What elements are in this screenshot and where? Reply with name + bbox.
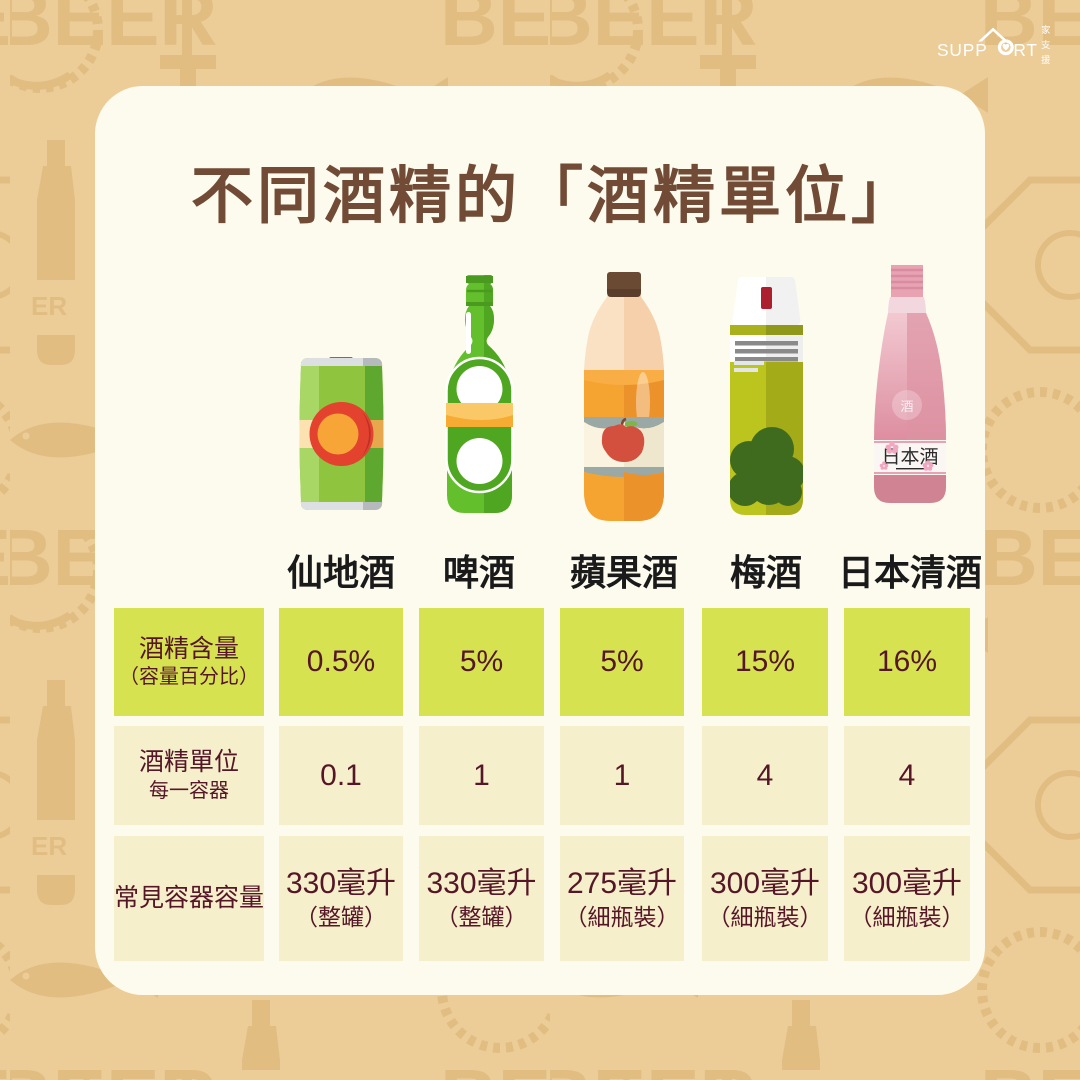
- svg-text:酒: 酒: [900, 399, 913, 414]
